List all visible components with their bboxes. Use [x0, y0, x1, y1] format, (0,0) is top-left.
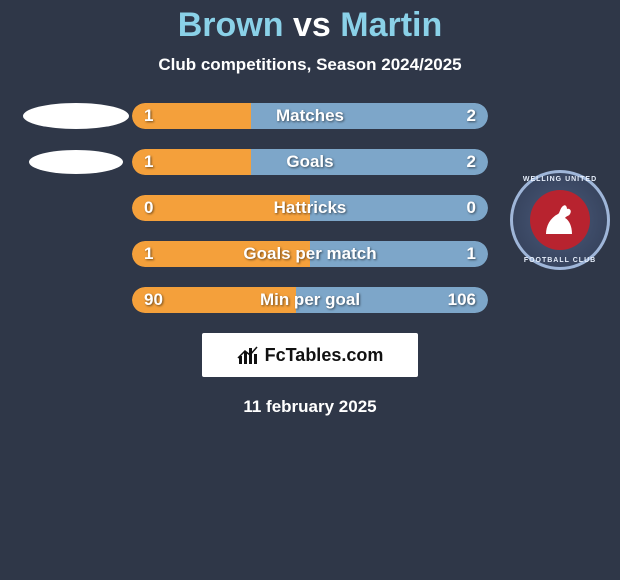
left-marker-slot	[20, 149, 132, 175]
player2-name: Martin	[340, 6, 442, 44]
club-crest: WELLING UNITED FOOTBALL CLUB	[510, 170, 610, 270]
crest-text-bottom: FOOTBALL CLUB	[510, 257, 610, 264]
comparison-title: Brown vs Martin	[0, 0, 620, 45]
crest-ring: WELLING UNITED FOOTBALL CLUB	[510, 170, 610, 270]
player1-marker	[23, 103, 129, 129]
stat-row: 90Min per goal106	[20, 287, 600, 313]
infographic-container: Brown vs Martin Club competitions, Seaso…	[0, 0, 620, 580]
bar-fill-left	[132, 149, 251, 175]
right-marker-slot	[488, 103, 600, 129]
left-marker-slot	[20, 103, 132, 129]
fctables-logo: FcTables.com	[202, 333, 418, 377]
stat-track: 1Goals per match1	[132, 241, 488, 267]
stat-track: 1Goals2	[132, 149, 488, 175]
stat-track: 90Min per goal106	[132, 287, 488, 313]
stat-track: 0Hattricks0	[132, 195, 488, 221]
horse-icon	[536, 196, 584, 244]
bar-fill-left	[132, 241, 310, 267]
vs-label: vs	[293, 6, 331, 44]
crest-inner	[530, 190, 590, 250]
date-text: 11 february 2025	[0, 397, 620, 417]
fctables-logo-text: FcTables.com	[265, 345, 384, 366]
bar-fill-right	[251, 103, 488, 129]
stat-track: 1Matches2	[132, 103, 488, 129]
bar-chart-icon	[237, 344, 259, 366]
bar-fill-left	[132, 103, 251, 129]
bar-fill-right	[310, 241, 488, 267]
left-marker-slot	[20, 195, 132, 221]
bar-fill-left	[132, 287, 296, 313]
player1-marker-secondary	[29, 150, 123, 174]
bar-fill-right	[251, 149, 488, 175]
stat-row: 1Matches2	[20, 103, 600, 129]
bar-fill-left	[132, 195, 310, 221]
left-marker-slot	[20, 287, 132, 313]
bar-fill-right	[296, 287, 488, 313]
crest-text-top: WELLING UNITED	[510, 176, 610, 183]
subtitle: Club competitions, Season 2024/2025	[0, 55, 620, 75]
player1-name: Brown	[178, 6, 284, 44]
right-marker-slot	[488, 287, 600, 313]
bar-fill-right	[310, 195, 488, 221]
left-marker-slot	[20, 241, 132, 267]
